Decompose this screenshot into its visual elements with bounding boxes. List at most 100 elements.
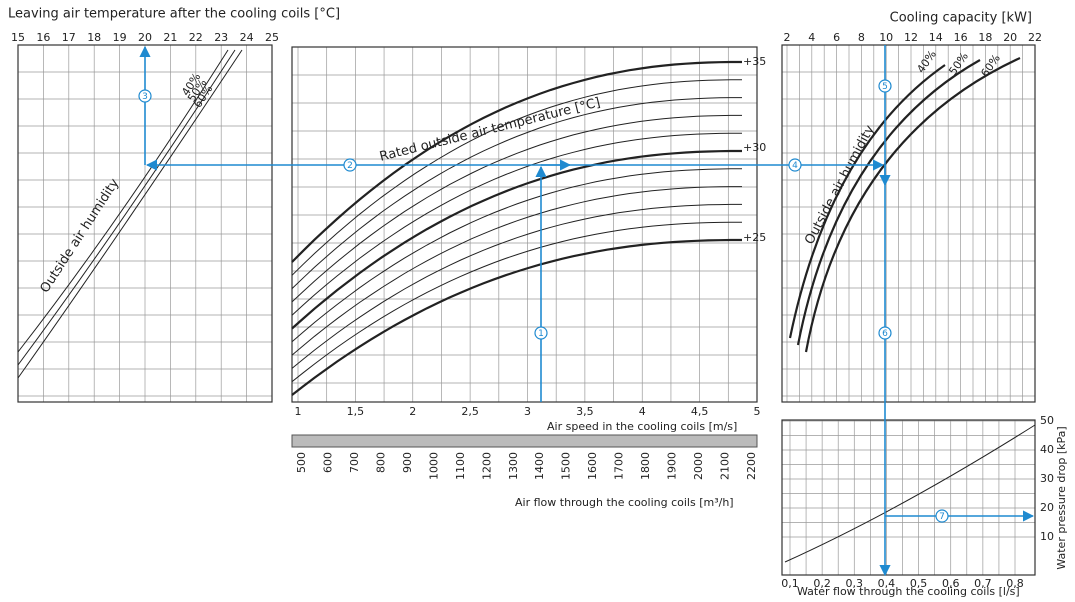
x-tick-label: 4 <box>808 31 815 44</box>
step-circle <box>343 158 357 172</box>
x-tick-label: 23 <box>214 31 228 44</box>
x-tick-label: 22 <box>1028 31 1042 44</box>
step-circle <box>878 326 892 340</box>
curve-label: 60% <box>978 52 1003 79</box>
y-tick-label: 10 <box>1040 530 1054 543</box>
temperature-curve <box>291 238 742 396</box>
x-tick-label: 10 <box>879 31 893 44</box>
right-panel <box>781 44 1036 403</box>
step-marker: 1 <box>534 326 548 340</box>
x-tick-label: 14 <box>929 31 943 44</box>
step-number: 6 <box>882 329 888 339</box>
x-tick-label: 0,2 <box>813 577 831 590</box>
curve-label: 50% <box>946 50 971 77</box>
flow-tick-label: 1000 <box>427 452 440 480</box>
flow-tick-label: 900 <box>401 452 414 473</box>
middle-panel <box>291 46 758 403</box>
temperature-curve <box>291 168 742 343</box>
humidity-curve <box>17 49 243 379</box>
x-tick-label: 22 <box>189 31 203 44</box>
x-tick-label: 16 <box>954 31 968 44</box>
x-tick-label: 17 <box>62 31 76 44</box>
step-number: 7 <box>939 512 945 522</box>
curve-label: +35 <box>743 55 766 68</box>
left-title: Leaving air temperature after the coolin… <box>8 7 340 22</box>
temperature-curve <box>291 79 742 276</box>
temperature-curve <box>291 186 742 356</box>
temperature-curve <box>291 132 742 316</box>
x-tick-label: 16 <box>36 31 50 44</box>
humidity-curve <box>17 49 236 366</box>
capacity-curve <box>788 64 946 339</box>
flow-tick-label: 1600 <box>586 452 599 480</box>
temperature-curve <box>291 149 742 330</box>
x-tick-label: 20 <box>138 31 152 44</box>
temperature-curve <box>291 114 742 303</box>
step-marker: 2 <box>343 158 357 172</box>
humidity-curve <box>17 49 229 353</box>
y-tick-label: 20 <box>1040 501 1054 514</box>
right-curve-title: Outside air humidity <box>802 123 878 248</box>
x-tick-label: 0,3 <box>846 577 864 590</box>
step-number: 5 <box>882 82 888 92</box>
x-tick-label: 2,5 <box>461 405 479 418</box>
x-tick-label: 0,4 <box>878 577 896 590</box>
x-tick-label: 18 <box>87 31 101 44</box>
x-tick-label: 1,5 <box>347 405 365 418</box>
flow-tick-label: 1800 <box>639 452 652 480</box>
flow-tick-label: 1300 <box>507 452 520 480</box>
flow-strip <box>291 434 758 448</box>
x-tick-label: 2 <box>784 31 791 44</box>
x-tick-label: 6 <box>833 31 840 44</box>
flow-tick-label: 600 <box>321 452 334 473</box>
x-tick-label: 3 <box>524 405 531 418</box>
step-marker: 7 <box>935 509 949 523</box>
step-marker: 6 <box>878 326 892 340</box>
left-panel <box>17 44 273 403</box>
water-flow-title: Water flow through the cooling coils [l/… <box>797 585 1020 598</box>
x-tick-label: 2 <box>409 405 416 418</box>
x-tick-label: 15 <box>11 31 25 44</box>
x-tick-label: 0,5 <box>910 577 928 590</box>
x-tick-label: 0,1 <box>781 577 799 590</box>
curves <box>17 49 1036 563</box>
x-tick-label: 0,6 <box>942 577 960 590</box>
x-tick-label: 18 <box>978 31 992 44</box>
pressure-panel <box>781 419 1036 576</box>
temperature-curve <box>291 97 742 289</box>
x-tick-label: 25 <box>265 31 279 44</box>
x-tick-label: 1 <box>295 405 302 418</box>
step-circle <box>788 158 802 172</box>
step-marker: 5 <box>878 79 892 93</box>
x-tick-label: 0,7 <box>974 577 992 590</box>
flow-tick-label: 500 <box>295 452 308 473</box>
pressure-title: Water pressure drop [kPa] <box>1055 426 1068 569</box>
x-tick-label: 19 <box>113 31 127 44</box>
y-tick-label: 30 <box>1040 472 1054 485</box>
flow-tick-label: 800 <box>374 452 387 473</box>
step-number: 2 <box>347 161 353 171</box>
step-marker: 4 <box>788 158 802 172</box>
step-marker: 3 <box>138 89 152 103</box>
x-tick-label: 12 <box>904 31 918 44</box>
y-tick-label: 40 <box>1040 443 1054 456</box>
pressure-curve <box>784 424 1036 563</box>
capacity-curve <box>796 59 981 346</box>
left-curve-title: Outside air humidity <box>38 176 123 296</box>
y-tick-label: 50 <box>1040 414 1054 427</box>
x-tick-label: 5 <box>754 405 761 418</box>
temperature-curve <box>291 60 742 263</box>
step-number: 3 <box>142 92 148 102</box>
x-tick-label: 20 <box>1003 31 1017 44</box>
flow-tick-label: 1700 <box>613 452 626 480</box>
temperature-curve <box>291 221 742 383</box>
x-tick-label: 4,5 <box>691 405 709 418</box>
temp-curve-title: Rated outside air temperature [°C] <box>378 95 602 164</box>
right-title: Cooling capacity [kW] <box>890 11 1032 26</box>
air-flow-title: Air flow through the cooling coils [m³/h… <box>515 496 734 509</box>
x-tick-label: 4 <box>639 405 646 418</box>
x-tick-label: 21 <box>163 31 177 44</box>
flow-tick-label: 1100 <box>454 452 467 480</box>
flow-tick-label: 2200 <box>745 452 758 480</box>
